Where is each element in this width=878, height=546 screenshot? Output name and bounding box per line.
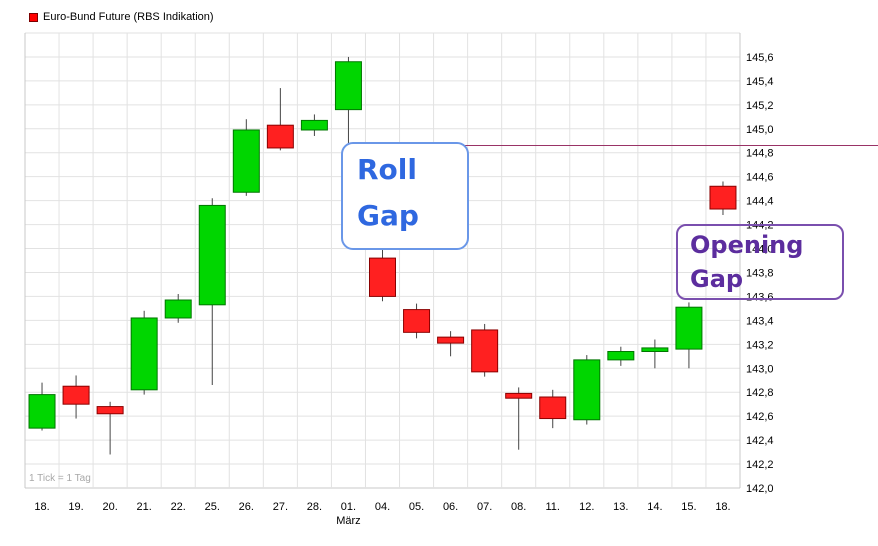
month-label: März xyxy=(336,515,360,527)
x-tick-label: 18. xyxy=(34,501,49,513)
y-tick-label: 142,0 xyxy=(746,483,774,495)
x-tick-label: 25. xyxy=(205,501,220,513)
candle-body xyxy=(403,309,431,333)
candle-body xyxy=(334,61,362,111)
y-tick-label: 142,8 xyxy=(746,387,774,399)
x-tick-label: 28. xyxy=(307,501,322,513)
y-tick-label: 144,6 xyxy=(746,172,774,184)
y-tick-label: 142,2 xyxy=(746,459,774,471)
candle-body xyxy=(300,119,328,131)
candle-body xyxy=(232,129,260,193)
candle-body xyxy=(96,406,124,415)
x-tick-label: 26. xyxy=(239,501,254,513)
y-tick-label: 143,2 xyxy=(746,339,774,351)
x-tick-label: 21. xyxy=(137,501,152,513)
roll-gap-text-line2: Gap xyxy=(357,199,419,232)
x-tick-label: 13. xyxy=(613,501,628,513)
candle-body xyxy=(539,396,567,420)
candle-body xyxy=(62,385,90,405)
x-tick-label: 15. xyxy=(681,501,696,513)
y-tick-label: 142,4 xyxy=(746,435,774,447)
candle-body xyxy=(675,306,703,350)
x-tick-label: 01. xyxy=(341,501,356,513)
y-tick-label: 145,6 xyxy=(746,52,774,64)
candle-body xyxy=(28,394,56,429)
legend-label: Euro-Bund Future (RBS Indikation) xyxy=(43,11,214,23)
tick-note: 1 Tick = 1 Tag xyxy=(29,473,91,484)
y-tick-label: 145,2 xyxy=(746,100,774,112)
candle-body xyxy=(471,329,499,373)
opening-gap-annotation: Opening Gap xyxy=(676,224,844,300)
candle-body xyxy=(266,124,294,149)
y-tick-label: 144,4 xyxy=(746,196,774,208)
candle-body xyxy=(130,317,158,391)
candle-body xyxy=(505,392,533,399)
x-tick-label: 08. xyxy=(511,501,526,513)
x-tick-label: 18. xyxy=(715,501,730,513)
y-tick-label: 144,0 xyxy=(746,244,774,256)
x-tick-label: 05. xyxy=(409,501,424,513)
y-tick-label: 143,6 xyxy=(746,291,774,303)
x-tick-label: 12. xyxy=(579,501,594,513)
legend: Euro-Bund Future (RBS Indikation) xyxy=(29,11,214,23)
x-tick-label: 22. xyxy=(171,501,186,513)
x-tick-label: 11. xyxy=(545,501,559,513)
x-tick-label: 04. xyxy=(375,501,390,513)
candle-body xyxy=(164,299,192,319)
y-tick-label: 142,6 xyxy=(746,411,774,423)
roll-gap-annotation: Roll Gap xyxy=(341,142,469,250)
x-tick-label: 07. xyxy=(477,501,492,513)
opening-gap-text-line1: Opening xyxy=(690,231,804,259)
y-tick-label: 143,4 xyxy=(746,315,774,327)
candle-body xyxy=(198,204,226,306)
candle-body xyxy=(437,336,465,344)
legend-marker-icon xyxy=(29,12,38,22)
candle-body xyxy=(369,257,396,297)
candle-body xyxy=(607,351,635,361)
roll-gap-text-line1: Roll xyxy=(357,153,417,186)
y-tick-label: 145,4 xyxy=(746,76,774,88)
x-tick-label: 20. xyxy=(102,501,117,513)
x-tick-label: 06. xyxy=(443,501,458,513)
opening-gap-text-line2: Gap xyxy=(690,265,744,293)
x-tick-label: 19. xyxy=(68,501,83,513)
y-tick-label: 145,0 xyxy=(746,124,774,136)
y-tick-label: 143,0 xyxy=(746,363,774,375)
y-tick-label: 143,8 xyxy=(746,267,774,279)
candle-body xyxy=(709,185,737,210)
x-tick-label: 27. xyxy=(273,501,288,513)
candle-body xyxy=(573,359,601,421)
candle-body xyxy=(641,347,669,353)
x-tick-label: 14. xyxy=(647,501,662,513)
y-tick-label: 144,8 xyxy=(746,148,774,160)
